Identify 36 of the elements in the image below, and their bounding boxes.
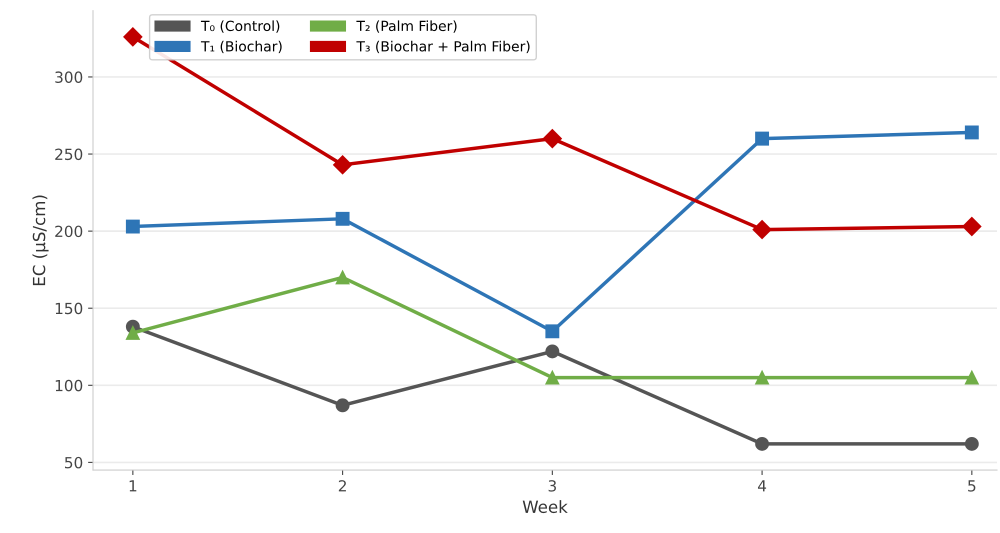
x-tick-label: 4 bbox=[758, 480, 766, 492]
y-tick-label: 250 bbox=[55, 148, 82, 160]
legend-label: T₀ (Control) bbox=[200, 20, 280, 33]
point bbox=[126, 326, 140, 340]
legend-label: T₁ (Biochar) bbox=[200, 40, 282, 54]
point bbox=[545, 344, 560, 358]
y-tick-label: 50 bbox=[65, 456, 82, 468]
x-tick-label: 5 bbox=[968, 480, 976, 492]
point bbox=[336, 270, 350, 284]
point bbox=[333, 155, 352, 174]
point bbox=[755, 436, 770, 451]
point bbox=[545, 370, 560, 385]
y-tick-label: 300 bbox=[55, 71, 82, 83]
y-axis-title: EC (µS/cm) bbox=[32, 195, 49, 286]
x-tick-label: 3 bbox=[548, 480, 556, 492]
x-tick-label: 2 bbox=[338, 480, 346, 492]
x-tick-label: 1 bbox=[130, 480, 136, 492]
y-tick-label: 100 bbox=[56, 380, 82, 392]
y-tick-label: 150 bbox=[56, 302, 82, 314]
legend-label: T₂ (Palm Fiber) bbox=[356, 20, 457, 33]
point bbox=[962, 216, 982, 236]
point bbox=[964, 370, 979, 385]
point bbox=[336, 398, 350, 412]
point bbox=[755, 370, 770, 385]
point bbox=[755, 132, 770, 146]
point bbox=[752, 220, 772, 240]
point bbox=[126, 220, 140, 234]
point bbox=[964, 126, 979, 140]
y-tick-label: 200 bbox=[55, 226, 82, 238]
point bbox=[336, 212, 350, 226]
point bbox=[964, 436, 979, 451]
point bbox=[545, 324, 560, 338]
legend-label: T₃ (Biochar + Palm Fiber) bbox=[356, 40, 530, 54]
point bbox=[542, 129, 562, 148]
x-axis-title: Week bbox=[522, 500, 568, 514]
point bbox=[123, 27, 142, 46]
